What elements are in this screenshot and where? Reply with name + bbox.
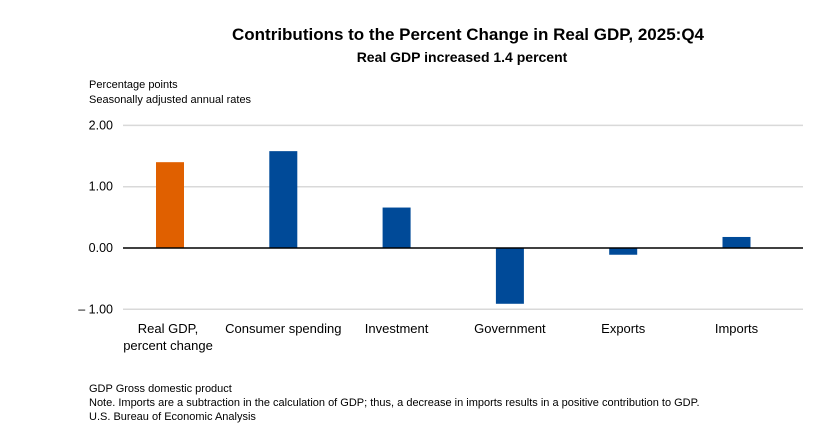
x-category-label: Exports [601,321,646,336]
note-source: U.S. Bureau of Economic Analysis [89,411,256,423]
bar [495,248,524,304]
bar [156,162,184,248]
x-category-label: Consumer spending [225,321,341,336]
note-gdp: GDP Gross domestic product [89,383,232,395]
x-category-label: Imports [715,321,759,336]
bar [609,248,638,255]
y-axis-sublabel: Seasonally adjusted annual rates [89,94,252,106]
y-axis-label: Percentage points [89,79,178,91]
y-tick-label: – 1.00 [78,302,113,316]
bar [722,236,751,248]
y-tick-label: 1.00 [89,180,113,194]
x-category-label: Investment [365,321,429,336]
chart-subtitle: Real GDP increased 1.4 percent [357,49,568,65]
x-category-label: Government [474,321,546,336]
y-tick-label: 0.00 [89,241,113,255]
x-category-label: percent change [123,338,213,353]
note-imports: Note. Imports are a subtraction in the c… [89,397,700,409]
y-tick-label: 2.00 [89,118,113,132]
bar [382,207,411,248]
x-category-label: Real GDP, [138,321,198,336]
bar [269,151,298,248]
chart-title: Contributions to the Percent Change in R… [232,25,705,44]
